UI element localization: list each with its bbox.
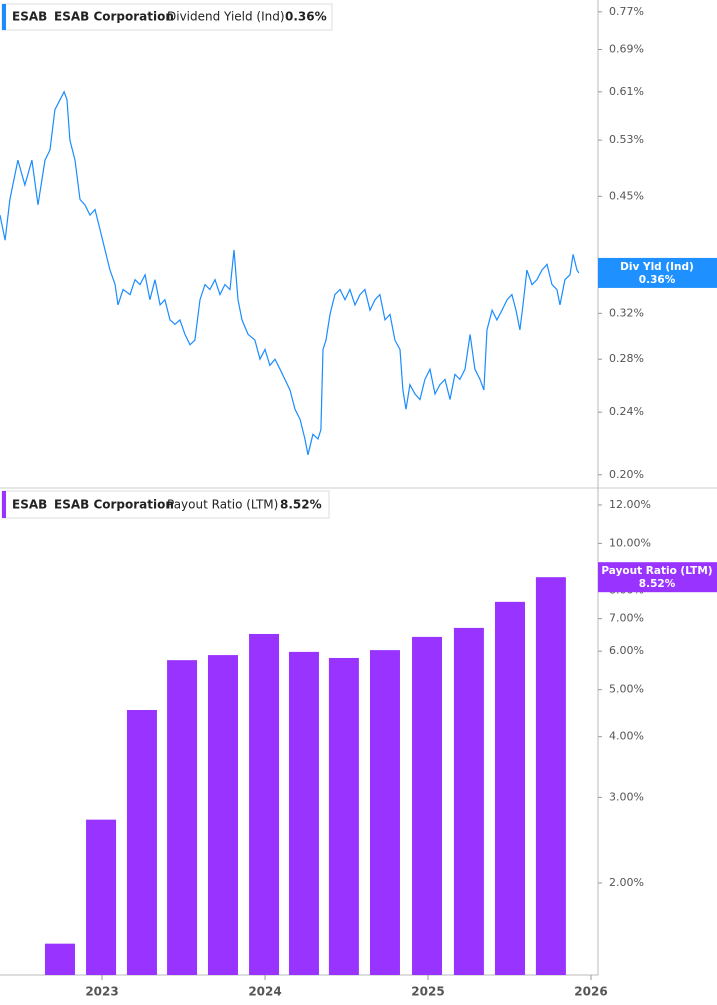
y-tick-label: 0.32% xyxy=(609,306,644,319)
legend-swatch xyxy=(2,491,6,518)
y-tick-label: 12.00% xyxy=(609,498,651,511)
y-tick-label: 0.77% xyxy=(609,5,644,18)
bar xyxy=(328,657,359,975)
y-tick-label: 4.00% xyxy=(609,730,644,743)
legend-series: Dividend Yield (Ind) xyxy=(167,10,285,24)
legend-ticker: ESAB xyxy=(12,498,47,512)
bar xyxy=(207,655,238,975)
bar xyxy=(86,819,117,975)
y-tick-label: 0.20% xyxy=(609,468,644,481)
legend-company: ESAB Corporation xyxy=(54,10,174,24)
legend-swatch xyxy=(2,4,6,30)
legend-value: 8.52% xyxy=(280,498,322,512)
y-tick-label: 0.24% xyxy=(609,405,644,418)
x-tick-label: 2025 xyxy=(411,985,444,999)
value-tag-value: 8.52% xyxy=(639,578,676,590)
y-tick-label: 0.45% xyxy=(609,189,644,202)
value-tag-name: Div Yld (Ind) xyxy=(620,261,694,273)
legend-company: ESAB Corporation xyxy=(54,498,174,512)
legend-ticker: ESAB xyxy=(12,10,47,24)
bar xyxy=(369,650,400,975)
y-tick-label: 6.00% xyxy=(609,644,644,657)
bar xyxy=(412,636,443,975)
y-tick-label: 0.53% xyxy=(609,133,644,146)
x-tick-label: 2026 xyxy=(574,985,607,999)
bar xyxy=(126,710,157,975)
x-tick-label: 2023 xyxy=(85,985,118,999)
y-tick-label: 10.00% xyxy=(609,536,651,549)
y-tick-label: 2.00% xyxy=(609,876,644,889)
legend: ESAB ESAB Corporation Payout Ratio (LTM)… xyxy=(1,490,330,519)
value-tag-name: Payout Ratio (LTM) xyxy=(601,565,712,577)
bar xyxy=(535,577,566,975)
legend: ESAB ESAB Corporation Dividend Yield (In… xyxy=(1,3,333,31)
y-tick-label: 7.00% xyxy=(609,612,644,625)
bar xyxy=(288,651,319,975)
value-tag-value: 0.36% xyxy=(639,274,676,286)
x-tick-label: 2024 xyxy=(248,985,281,999)
value-tag xyxy=(598,257,717,288)
bar xyxy=(453,627,484,975)
value-tag xyxy=(598,562,717,593)
line xyxy=(0,90,580,455)
legend-value: 0.36% xyxy=(285,10,327,24)
legend-box xyxy=(1,3,333,31)
y-tick-label: 0.61% xyxy=(609,85,644,98)
bar xyxy=(249,633,280,975)
bar xyxy=(44,943,75,975)
legend-series: Payout Ratio (LTM) xyxy=(167,498,278,512)
y-tick-label: 0.69% xyxy=(609,43,644,56)
y-tick-label: 5.00% xyxy=(609,683,644,696)
y-tick-label: 3.00% xyxy=(609,790,644,803)
y-tick-label: 0.28% xyxy=(609,352,644,365)
bar xyxy=(167,660,198,975)
bar xyxy=(494,601,525,975)
